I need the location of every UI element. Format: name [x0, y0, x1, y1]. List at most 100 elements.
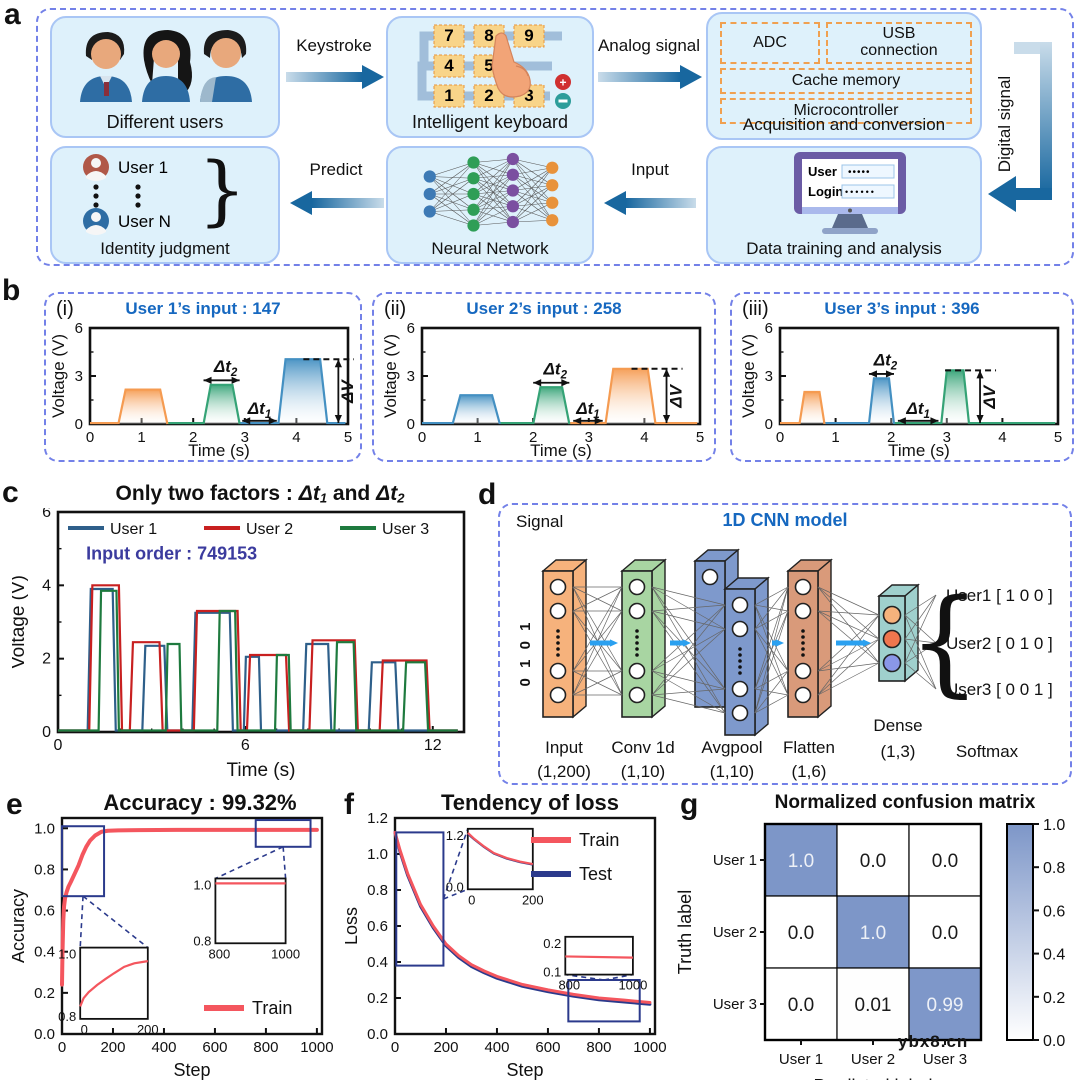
svg-text:ΔV: ΔV	[980, 384, 999, 409]
svg-text:0.2: 0.2	[34, 985, 55, 1002]
svg-text:3: 3	[524, 86, 533, 105]
panel-d: 1D CNN model Signal Input (1,200) Conv 1d (…	[498, 503, 1072, 785]
svg-text:200: 200	[100, 1039, 125, 1056]
svg-text:1.2: 1.2	[446, 828, 464, 843]
panel-b3-chart: 0 3 6 0 1 2 3 4 5 Voltage (V) Time (s) Δt2 Δt1 ΔV	[742, 322, 1068, 460]
svg-text:0.8: 0.8	[1043, 860, 1065, 877]
analog-arrow-icon	[598, 65, 702, 89]
svg-text:Truth label: Truth label	[675, 890, 695, 974]
svg-text:1.0: 1.0	[34, 820, 55, 837]
svg-text:600: 600	[535, 1039, 560, 1056]
svg-text:User 3: User 3	[923, 1051, 967, 1068]
svg-text:ΔV: ΔV	[667, 383, 686, 408]
person-2	[142, 30, 192, 102]
svg-text:Train: Train	[252, 998, 292, 1018]
box-intelligent-keyboard-label: Intelligent keyboard	[411, 112, 569, 132]
matrix-cell	[836, 823, 910, 897]
users-illustration	[80, 30, 252, 102]
inset-box	[214, 877, 287, 945]
g-svg: 1.0 0.0 0.0 0.0 1.0 0.0 0.0 0.01 0.99 User 1 User …	[675, 817, 1065, 1080]
inset-box	[79, 946, 149, 1020]
svg-text:Step: Step	[173, 1060, 210, 1080]
panel-b3-title: User 3’s input : 396	[824, 299, 980, 318]
acq-adc-label: ADC	[753, 33, 787, 51]
svg-text:0.0: 0.0	[788, 995, 814, 1016]
svg-text:1: 1	[137, 429, 145, 446]
connections	[572, 586, 937, 714]
zoom-rect	[254, 819, 312, 848]
digital-signal-label: Digital signal	[995, 76, 1014, 172]
pulse	[868, 378, 894, 424]
svg-text:2: 2	[484, 86, 493, 105]
pulse	[941, 370, 970, 424]
svg-text:User1 [ 1 0 0 ]: User1 [ 1 0 0 ]	[946, 586, 1053, 605]
matrix-cell	[764, 823, 838, 897]
panel-g-chart: 1.0 0.0 0.0 0.0 1.0 0.0 0.0 0.01 0.99 User 1 User …	[675, 810, 1075, 1080]
svg-text:Δt1: Δt1	[247, 399, 271, 421]
svg-text:0.2: 0.2	[367, 990, 388, 1007]
svg-text:5: 5	[344, 429, 352, 446]
svg-text:0: 0	[407, 416, 415, 433]
keypad-illustration: 7 8 9 4 5 1 2 3 +	[417, 24, 571, 109]
svg-text:0.0: 0.0	[932, 923, 958, 944]
svg-text:0.0: 0.0	[788, 923, 814, 944]
svg-text:1: 1	[831, 429, 839, 446]
pulse	[118, 389, 168, 424]
svg-text:Δt1: Δt1	[905, 399, 930, 421]
svg-text:2: 2	[189, 429, 197, 446]
svg-text:1000: 1000	[300, 1039, 333, 1056]
user1-label: User 1	[118, 158, 168, 177]
svg-text:0: 0	[391, 1039, 399, 1056]
panel-a-label: a	[4, 0, 21, 31]
panel-b1: (i) User 1’s input : 147 0 3 6 0 1 2 3 4 5 Voltag…	[44, 292, 362, 462]
svg-text:0.0: 0.0	[932, 851, 958, 872]
series-Train	[60, 827, 319, 987]
svg-text:0.99: 0.99	[927, 995, 964, 1016]
svg-text:(1,10): (1,10)	[710, 762, 754, 781]
panel-d-title: 1D CNN model	[722, 510, 848, 530]
svg-text:0.8: 0.8	[193, 933, 211, 948]
svg-text:Time (s): Time (s)	[227, 760, 296, 780]
svg-text:Loss: Loss	[345, 907, 361, 945]
svg-text:1.0: 1.0	[788, 851, 814, 872]
svg-text:••••••: ••••••	[845, 187, 876, 197]
svg-text:1.0: 1.0	[193, 877, 211, 892]
userN-avatar	[83, 208, 109, 235]
acq-micro-label: Microcontroller	[793, 101, 899, 119]
svg-text:8: 8	[484, 26, 493, 45]
userN-label: User N	[118, 212, 171, 231]
svg-text:User 2: User 2	[851, 1051, 895, 1068]
svg-text:0.1: 0.1	[543, 965, 561, 980]
box-intelligent-keyboard: 7 8 9 4 5 1 2 3 + Intelligent keyboard	[386, 16, 594, 138]
zoom-rect	[395, 831, 445, 967]
panel-f-title: Tendency of loss	[440, 790, 620, 815]
annotations: Δt2 Δt1 ΔV	[533, 359, 686, 425]
svg-text:Input: Input	[545, 738, 583, 757]
panel-e-chart: 0.0 0.2 0.4 0.6 0.8 1.0 0 200 400 600 800 1000 Accur…	[12, 812, 334, 1080]
svg-text:4: 4	[42, 577, 51, 594]
svg-text:Predicted label: Predicted label	[813, 1076, 932, 1080]
monitor-user-label: User	[808, 164, 837, 179]
svg-text:3: 3	[75, 368, 83, 385]
matrix-cell	[908, 967, 982, 1041]
svg-text:User3 [ 0 0 1 ]: User3 [ 0 0 1 ]	[946, 680, 1053, 699]
panel-a: Different users Keystroke 7 8 9 4 5 1	[36, 8, 1074, 266]
monitor-login-label: Login	[808, 184, 843, 199]
nodes	[549, 568, 902, 722]
svg-text:0: 0	[42, 724, 51, 741]
svg-text:User 3: User 3	[382, 521, 429, 538]
svg-text:(1,200): (1,200)	[537, 762, 591, 781]
svg-text:1000: 1000	[618, 978, 647, 993]
pulse	[278, 359, 328, 424]
panel-b1-chart: 0 3 6 0 1 2 3 4 5 Voltage (V) Time (s) Δt2 Δt1 ΔV	[52, 322, 358, 460]
cnn-diagram: Input (1,200) Conv 1d (1,10) Avgpool (1,10) Fl…	[517, 548, 1053, 781]
panel-e-label: e	[6, 788, 23, 821]
series-User-3	[58, 589, 458, 732]
box-data-training-label: Data training and analysis	[746, 239, 942, 258]
svg-text:0.0: 0.0	[1043, 1033, 1065, 1050]
digital-signal-arrow-icon: Digital signal	[988, 42, 1052, 212]
svg-text:User 1: User 1	[110, 521, 157, 538]
svg-text:0.01: 0.01	[855, 995, 892, 1016]
svg-text:800: 800	[558, 978, 580, 993]
svg-text:0.0: 0.0	[860, 851, 886, 872]
